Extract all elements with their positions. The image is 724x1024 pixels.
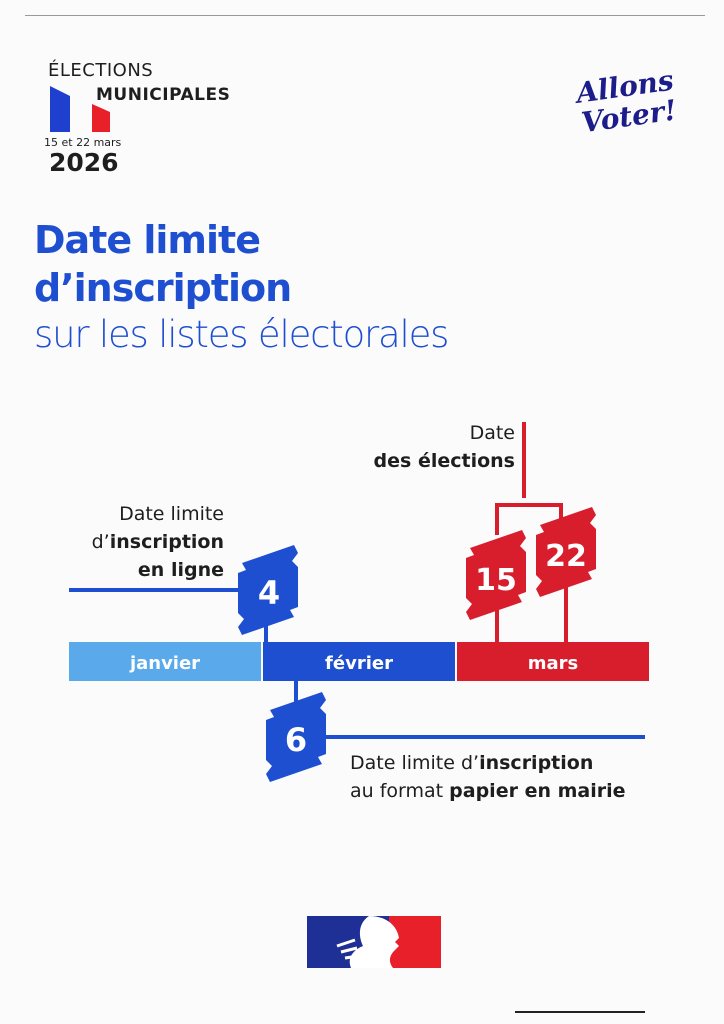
flag-icon xyxy=(50,86,110,132)
paper-l1b: inscription xyxy=(479,752,594,774)
online-l2b: inscription xyxy=(109,531,224,553)
election-dates: 15 et 22 mars xyxy=(44,136,122,149)
title-line1: Date limite xyxy=(34,218,261,262)
paper-day: 6 xyxy=(285,721,307,759)
election-date-badge-22 xyxy=(536,507,596,597)
elections-l2: des élections xyxy=(373,450,515,472)
month-label-mars: mars xyxy=(528,653,579,674)
month-mars xyxy=(457,642,649,681)
title-line2: d’inscription xyxy=(34,266,292,310)
top-divider xyxy=(25,15,705,16)
election-day-15: 15 xyxy=(475,563,517,598)
election-connectors xyxy=(495,422,568,642)
election-year: 2026 xyxy=(49,148,119,177)
online-l2a: d’ xyxy=(91,531,110,553)
paper-deadline-label: Date limite d’inscription au format papi… xyxy=(350,749,626,805)
online-l1: Date limite xyxy=(119,503,224,525)
paper-l2a: au format xyxy=(350,780,450,802)
month-label-janvier: janvier xyxy=(129,653,200,674)
online-date-badge xyxy=(238,545,298,635)
month-label-fevrier: février xyxy=(325,653,393,674)
paper-l2b: papier en mairie xyxy=(449,780,626,802)
subtitle: sur les listes électorales xyxy=(34,313,449,356)
bottom-divider xyxy=(515,1011,645,1013)
paper-date-badge xyxy=(266,692,326,782)
marianne-logo xyxy=(307,916,441,968)
election-date-badge-15 xyxy=(466,530,526,620)
online-day: 4 xyxy=(258,574,280,612)
month-janvier xyxy=(69,642,261,681)
election-day-22: 22 xyxy=(545,539,587,574)
paper-l1a: Date limite d’ xyxy=(350,752,480,774)
month-fevrier xyxy=(263,642,455,681)
elections-l1: Date xyxy=(469,422,515,444)
municipales-label: MUNICIPALES xyxy=(96,85,231,105)
online-deadline-label: Date limite d’inscription en ligne xyxy=(92,500,224,584)
online-l3: en ligne xyxy=(137,559,224,581)
election-date-label: Date des élections xyxy=(374,419,515,475)
elections-label: ÉLECTIONS xyxy=(48,60,154,81)
